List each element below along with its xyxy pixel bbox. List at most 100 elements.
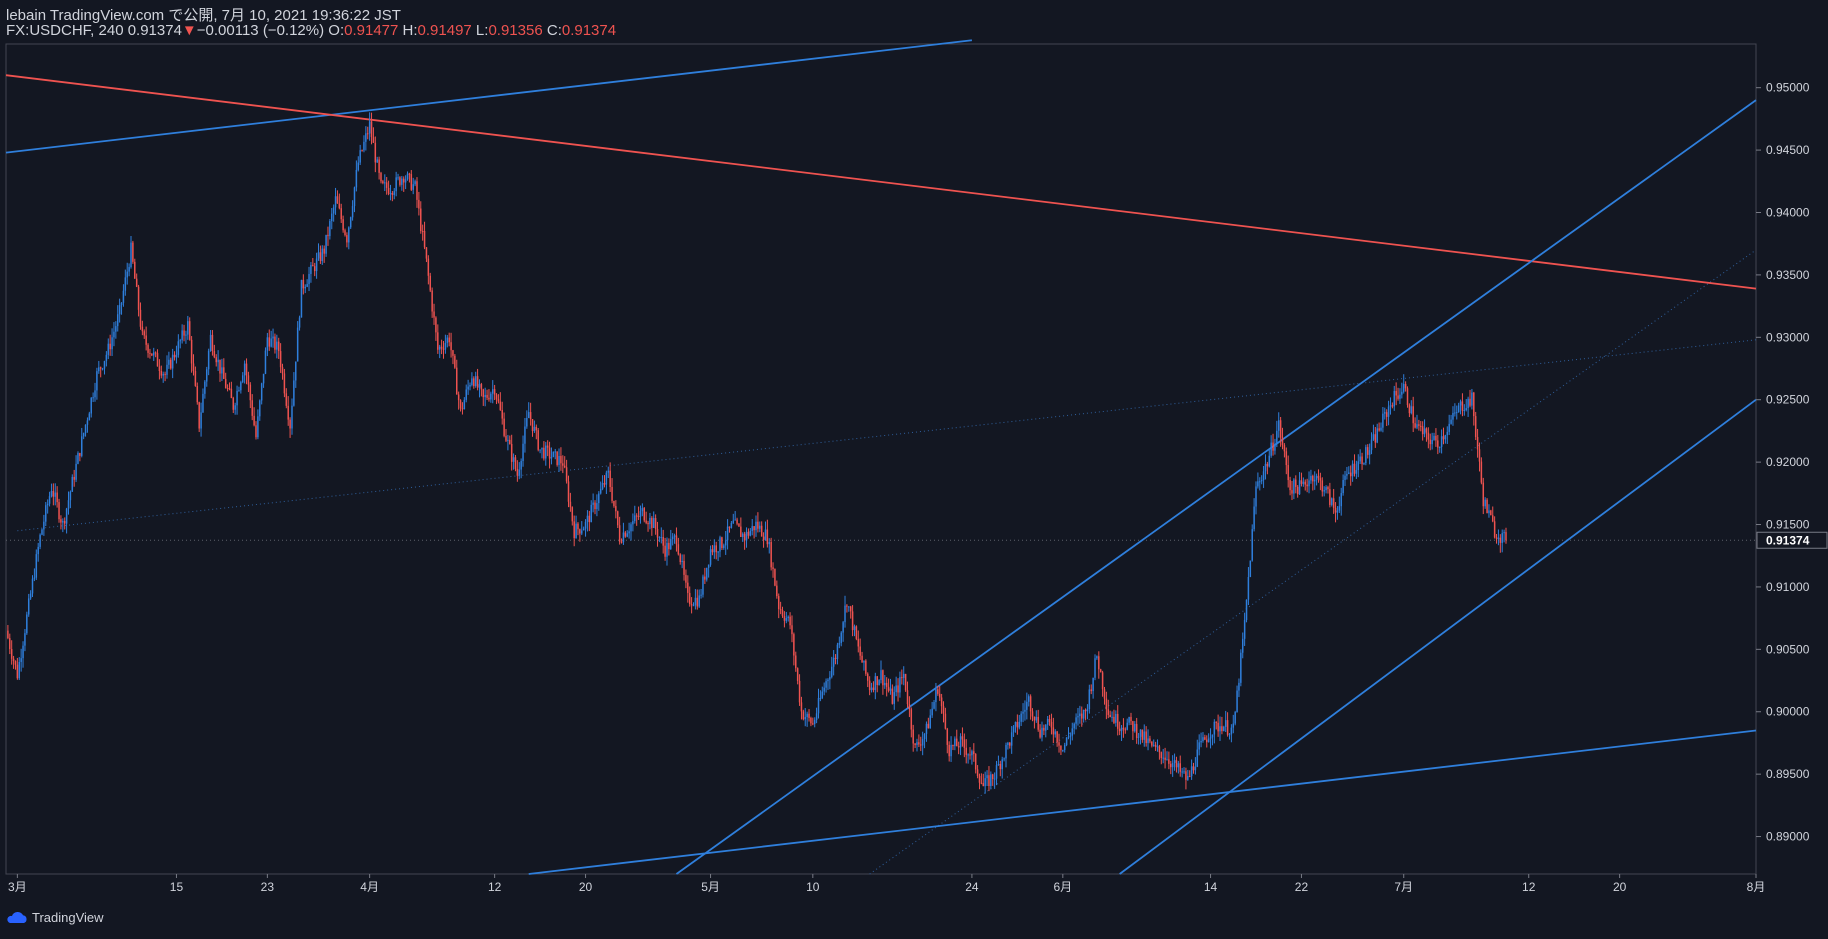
candle-body (404, 179, 407, 183)
candle-body (1457, 405, 1460, 413)
candle-body (1416, 424, 1418, 428)
candle-body (895, 685, 897, 693)
candle-body (179, 340, 181, 342)
candle-body (662, 537, 664, 546)
candle-body (306, 284, 308, 287)
candle-body (41, 529, 43, 535)
candle-body (139, 309, 142, 327)
blue-trendline (1119, 398, 1757, 875)
candle-body (533, 426, 536, 432)
candle-body (819, 697, 822, 699)
candle-body (281, 367, 284, 374)
y-tick-label: 0.94500 (1766, 143, 1810, 157)
candle-body (815, 713, 818, 720)
candle-body (755, 521, 757, 531)
candle-body (967, 754, 969, 756)
candle-body (401, 178, 403, 185)
candle-body (276, 341, 278, 350)
price-axis[interactable]: 0.89000 0.89500 0.90000 0.90500 0.91000 0.915… (1756, 81, 1828, 844)
candle-body (1501, 533, 1503, 543)
candle-body (702, 576, 704, 595)
candle-body (1211, 734, 1214, 738)
candle-body (327, 234, 329, 237)
candle-body (804, 717, 806, 720)
low-label: L: (471, 22, 489, 39)
candle-body (351, 206, 354, 218)
candle-body (630, 524, 632, 532)
candle-body (1232, 723, 1235, 728)
candle-body (1079, 713, 1081, 717)
candle-body (1334, 507, 1337, 513)
candle-body (753, 526, 755, 531)
candle-body (372, 137, 375, 143)
candle-body (1276, 430, 1278, 444)
candle-body (253, 415, 255, 426)
candle-body (484, 394, 486, 398)
candle-body (1365, 447, 1367, 464)
candle-body (1450, 419, 1452, 424)
low-value: 0.91356 (488, 22, 543, 39)
candle-body (442, 348, 445, 350)
candle-body (1170, 763, 1172, 768)
candle-body (723, 545, 725, 548)
candle-body (1043, 727, 1045, 731)
candle-body (65, 508, 68, 524)
candle-body (156, 353, 159, 367)
y-tick-label: 0.92500 (1766, 393, 1810, 407)
red-trendline (5, 74, 1757, 290)
candle-body (289, 419, 291, 429)
candle-body (660, 537, 663, 539)
candle-body (321, 248, 324, 262)
candle-body (283, 373, 286, 394)
x-tick-label: 24 (965, 880, 979, 894)
candle-body (1124, 729, 1127, 731)
high-label: H: (398, 22, 418, 39)
candle-body (1160, 752, 1163, 759)
candle-body (651, 517, 653, 528)
plot-frame (5, 43, 1757, 875)
candle-body (1098, 656, 1100, 670)
candle-body (1425, 428, 1428, 433)
candle-body (187, 321, 189, 335)
x-tick-label: 12 (488, 880, 502, 894)
candle-body (1325, 487, 1327, 491)
candle-body (1024, 709, 1026, 712)
candle-body (1151, 741, 1153, 746)
candle-body (1495, 537, 1498, 539)
candle-body (599, 488, 602, 494)
candle-body (1016, 721, 1019, 728)
candle-body (798, 680, 801, 703)
time-axis[interactable]: 3月 15 23 4月 12 20 5月 10 24 6月 14 22 7月 12 20 8月 (8, 874, 1765, 894)
candle-body (425, 247, 428, 259)
candle-body (209, 334, 212, 351)
candle-body (79, 453, 81, 456)
candle-body (1164, 757, 1166, 760)
candle-body (734, 519, 736, 521)
candle-body (1359, 456, 1361, 462)
candle-body (1018, 721, 1021, 728)
candle-body (1283, 445, 1286, 452)
x-tick-label: 7月 (1394, 880, 1413, 894)
candle-body (859, 646, 861, 656)
candle-body (1185, 771, 1187, 780)
candle-body (463, 399, 466, 410)
candle-body (1344, 475, 1346, 480)
candle-body (543, 447, 545, 459)
open-value: 0.91477 (344, 22, 399, 39)
candle-body (709, 549, 712, 565)
candle-body (143, 331, 146, 336)
candle-body (912, 729, 914, 744)
candle-body (1493, 521, 1496, 538)
candle-body (779, 609, 782, 611)
tradingview-logo[interactable]: TradingView (6, 910, 104, 925)
candle-body (452, 350, 454, 356)
candle-body (135, 278, 138, 287)
candle-body (813, 719, 816, 724)
candle-body (310, 265, 312, 274)
candle-body (1156, 746, 1159, 748)
candle-body (952, 744, 954, 747)
candle-body (312, 265, 314, 267)
trendlines[interactable] (5, 39, 1757, 875)
candle-body (918, 742, 920, 745)
